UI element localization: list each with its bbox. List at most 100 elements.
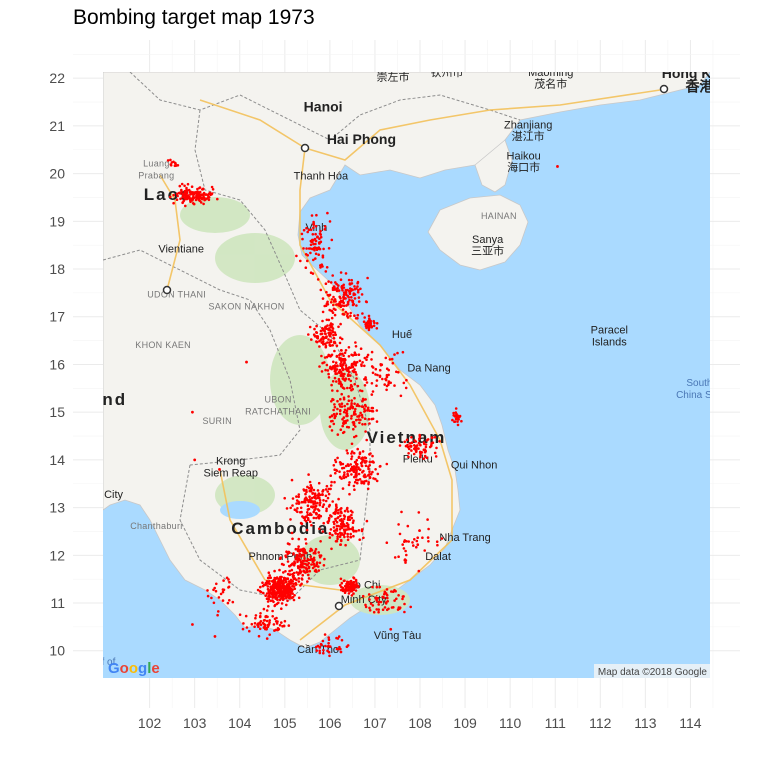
map-place-label: Krong xyxy=(216,456,245,468)
bomb-target-point xyxy=(334,372,337,376)
bomb-target-point xyxy=(353,410,357,413)
bomb-target-point xyxy=(312,556,316,560)
bomb-target-point xyxy=(315,649,319,652)
bomb-target-point xyxy=(304,492,307,496)
bomb-target-point xyxy=(371,585,374,589)
bomb-target-point xyxy=(292,598,296,602)
bomb-target-point xyxy=(349,289,353,293)
bomb-target-point xyxy=(280,587,283,590)
bomb-target-point xyxy=(316,246,320,250)
bomb-target-point xyxy=(342,421,345,425)
bomb-target-point xyxy=(351,521,355,524)
bomb-target-point xyxy=(295,499,299,502)
bomb-target-point xyxy=(363,364,366,368)
bomb-target-point xyxy=(332,412,336,416)
bomb-target-point xyxy=(284,592,288,596)
bomb-target-point xyxy=(269,588,272,592)
bomb-target-point xyxy=(337,635,341,638)
bomb-target-point xyxy=(385,462,389,466)
bomb-target-point xyxy=(306,511,309,514)
map-place-label: Vientiane xyxy=(158,243,204,255)
bomb-target-point xyxy=(266,600,270,603)
bomb-target-point xyxy=(310,557,313,561)
bomb-target-point xyxy=(342,313,346,316)
bomb-target-point xyxy=(281,590,285,593)
bomb-target-point xyxy=(186,182,190,186)
bomb-target-point xyxy=(272,623,276,626)
bomb-target-point xyxy=(339,305,343,309)
bomb-target-point xyxy=(324,488,328,491)
bomb-target-point xyxy=(417,441,421,445)
bomb-target-point xyxy=(339,507,342,511)
bomb-target-point xyxy=(217,610,220,613)
bomb-target-point xyxy=(175,164,178,167)
bomb-target-point xyxy=(259,623,263,627)
bomb-target-point xyxy=(321,505,325,509)
bomb-target-point xyxy=(302,488,306,491)
bomb-target-point xyxy=(259,620,263,623)
bomb-target-point xyxy=(330,383,333,387)
bomb-target-point xyxy=(342,378,345,381)
bomb-target-point xyxy=(335,355,339,358)
bomb-target-point xyxy=(293,560,296,563)
bomb-target-point xyxy=(390,357,394,361)
bomb-target-point xyxy=(275,596,279,600)
bomb-target-point xyxy=(324,368,327,372)
bomb-target-point xyxy=(324,644,327,648)
bomb-target-point xyxy=(300,510,303,514)
bomb-target-point xyxy=(349,532,353,536)
bomb-target-point xyxy=(311,240,314,244)
bomb-target-point xyxy=(299,555,303,558)
bomb-target-point xyxy=(321,493,324,496)
bomb-target-point xyxy=(327,353,331,357)
bomb-target-point xyxy=(359,347,363,351)
bomb-target-point xyxy=(337,302,340,306)
bomb-target-point xyxy=(370,365,374,368)
bomb-target-point xyxy=(353,382,357,386)
bomb-target-point xyxy=(350,594,354,597)
bomb-target-point xyxy=(267,595,271,598)
hcmc-marker-icon xyxy=(334,601,344,611)
bomb-target-point xyxy=(370,417,374,421)
bomb-target-point xyxy=(302,554,305,557)
bomb-target-point xyxy=(335,647,339,651)
bomb-target-point xyxy=(386,600,390,603)
bomb-target-point xyxy=(296,565,300,568)
bomb-target-point xyxy=(337,509,340,512)
x-tick-label: 111 xyxy=(545,715,566,731)
bomb-target-point xyxy=(406,443,409,447)
bomb-target-point xyxy=(305,528,309,532)
bomb-target-point xyxy=(185,186,188,190)
bomb-target-point xyxy=(338,409,342,413)
bomb-target-point xyxy=(369,602,373,605)
bomb-target-point xyxy=(339,297,342,300)
bomb-target-point xyxy=(276,628,280,632)
bomb-target-point xyxy=(312,226,315,230)
bomb-target-point xyxy=(385,388,388,392)
bomb-target-point xyxy=(346,535,350,538)
bomb-target-point xyxy=(277,578,281,581)
bomb-target-point xyxy=(327,372,330,376)
bomb-target-point xyxy=(318,646,322,649)
bomb-target-point xyxy=(306,230,310,234)
bomb-target-point xyxy=(313,248,316,252)
bomb-target-point xyxy=(166,159,170,162)
bomb-target-point xyxy=(337,289,341,292)
bomb-target-point xyxy=(311,272,315,275)
bomb-target-point xyxy=(342,286,346,289)
bomb-target-point xyxy=(259,585,262,589)
bomb-target-point xyxy=(338,300,342,304)
bomb-target-point xyxy=(313,569,317,573)
bomb-target-point xyxy=(367,467,370,471)
bomb-target-point xyxy=(405,438,409,442)
bomb-target-point xyxy=(404,386,408,390)
bomb-target-point xyxy=(216,197,219,201)
bomb-target-point xyxy=(355,304,358,307)
bomb-target-point xyxy=(279,583,282,587)
bomb-target-point xyxy=(333,367,336,371)
bomb-target-point xyxy=(347,296,351,299)
bomb-target-point xyxy=(363,410,366,413)
basemap[interactable]: Lào CaiQinzhou钦州市Chongzuo崇左市Maoming茂名市Ho… xyxy=(91,52,737,678)
bomb-target-point xyxy=(344,464,348,468)
bomb-target-point xyxy=(342,517,346,521)
